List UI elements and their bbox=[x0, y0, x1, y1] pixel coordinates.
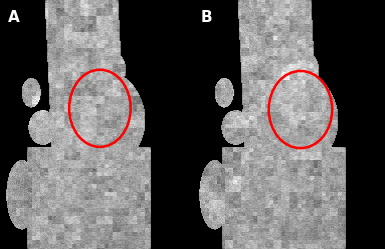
Text: B: B bbox=[201, 10, 212, 25]
Text: A: A bbox=[8, 10, 19, 25]
